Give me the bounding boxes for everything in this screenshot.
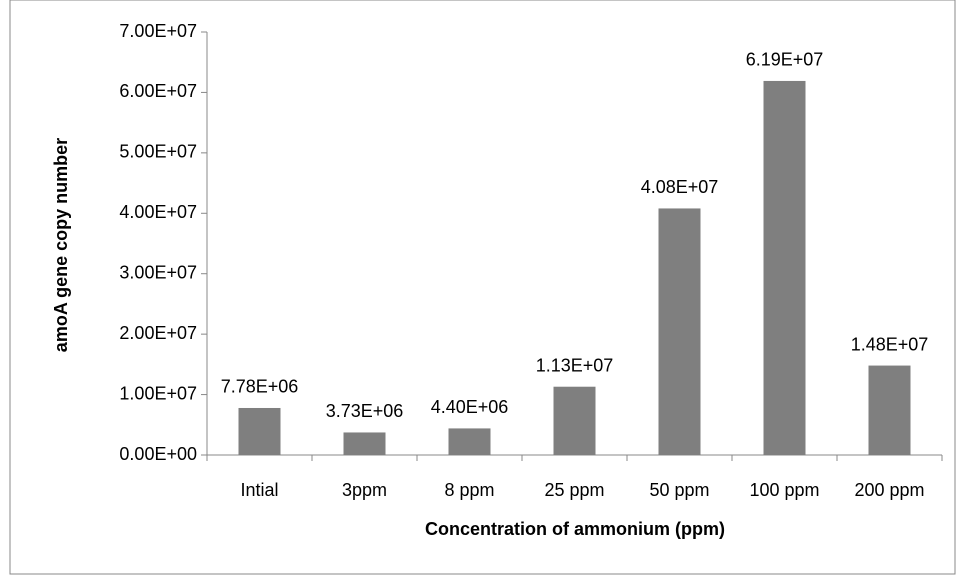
y-tick-label: 2.00E+07 <box>119 323 197 343</box>
data-label: 4.08E+07 <box>641 177 719 197</box>
data-label: 3.73E+06 <box>326 401 404 421</box>
data-label: 6.19E+07 <box>746 50 824 70</box>
x-axis-label: Concentration of ammonium (ppm) <box>425 519 725 539</box>
x-tick-label: 25 ppm <box>544 480 604 500</box>
bar <box>448 428 491 455</box>
bar <box>238 407 281 455</box>
data-label: 4.40E+06 <box>431 397 509 417</box>
x-tick-label: 3ppm <box>342 480 387 500</box>
bar <box>553 386 596 455</box>
x-tick-label: 200 ppm <box>854 480 924 500</box>
x-tick-label: 50 ppm <box>649 480 709 500</box>
data-label: 1.13E+07 <box>536 355 614 375</box>
bar <box>658 208 701 455</box>
x-tick-label: 100 ppm <box>749 480 819 500</box>
y-tick-label: 4.00E+07 <box>119 202 197 222</box>
data-label: 1.48E+07 <box>851 334 929 354</box>
data-label: 7.78E+06 <box>221 377 299 397</box>
y-tick-label: 6.00E+07 <box>119 81 197 101</box>
y-axis-label: amoA gene copy number <box>51 138 71 352</box>
y-tick-label: 0.00E+00 <box>119 444 197 464</box>
bar <box>343 432 386 455</box>
y-tick-label: 5.00E+07 <box>119 142 197 162</box>
y-tick-label: 1.00E+07 <box>119 383 197 403</box>
x-tick-label: 8 ppm <box>444 480 494 500</box>
bar <box>763 80 806 455</box>
x-tick-label: Intial <box>240 480 278 500</box>
y-tick-label: 3.00E+07 <box>119 262 197 282</box>
bar <box>868 365 911 455</box>
y-tick-label: 7.00E+07 <box>119 21 197 41</box>
